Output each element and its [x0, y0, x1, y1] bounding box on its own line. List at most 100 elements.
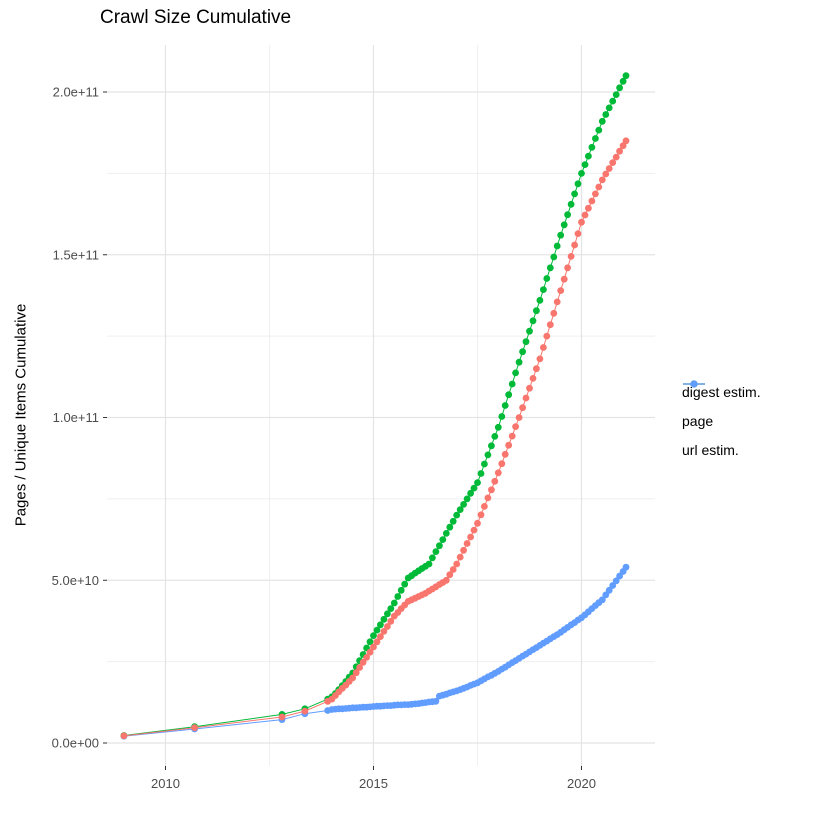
data-point [278, 713, 286, 721]
data-point [453, 511, 461, 519]
data-point [622, 563, 630, 571]
data-point [508, 432, 516, 440]
data-point [429, 554, 436, 562]
data-point [612, 153, 620, 161]
data-point [453, 560, 461, 568]
data-point [460, 501, 467, 508]
data-point [390, 599, 398, 607]
data-point [522, 338, 530, 346]
data-point [515, 414, 523, 421]
data-point [543, 275, 551, 282]
data-point [546, 321, 554, 329]
data-point [373, 626, 381, 634]
chart-title: Crawl Size Cumulative [100, 7, 292, 28]
data-point [474, 479, 481, 486]
data-point [387, 617, 395, 625]
data-point [557, 231, 565, 239]
data-point [356, 664, 363, 671]
y-tick-label: 5.0e+10 [52, 573, 99, 588]
legend: digest estim. page url estim. [682, 377, 761, 464]
data-point [470, 484, 478, 492]
data-point [467, 533, 474, 541]
legend-item-url: url estim. [682, 380, 761, 464]
data-point [550, 309, 558, 317]
series-url-estim- [120, 563, 630, 740]
data-point [602, 111, 610, 118]
data-point [366, 638, 374, 646]
data-point [425, 560, 433, 568]
data-point [598, 176, 606, 184]
data-point [432, 548, 440, 555]
data-series [120, 72, 630, 740]
data-point [508, 380, 516, 388]
data-point [588, 197, 596, 205]
y-tick-label: 1.0e+11 [53, 410, 99, 425]
data-point [352, 669, 360, 677]
data-point [377, 633, 384, 640]
data-point [602, 170, 610, 178]
data-point [474, 519, 481, 527]
data-point [401, 580, 409, 588]
data-point [439, 536, 447, 543]
data-point [301, 707, 309, 715]
data-point [598, 117, 606, 125]
data-point [622, 137, 630, 145]
data-point [481, 460, 488, 468]
data-point [581, 161, 589, 169]
data-point [380, 615, 388, 623]
data-point [120, 732, 128, 740]
data-point [571, 190, 578, 198]
data-point [536, 355, 544, 363]
data-point [609, 97, 617, 105]
data-point [585, 152, 592, 160]
data-point [484, 494, 492, 502]
data-point [484, 451, 492, 459]
data-point [387, 605, 395, 612]
data-point [366, 648, 374, 656]
data-point [505, 391, 513, 399]
data-point [598, 596, 606, 604]
data-point [578, 218, 585, 226]
data-point [373, 638, 381, 646]
data-point [519, 348, 526, 356]
data-point [491, 433, 499, 440]
data-point [605, 586, 613, 594]
data-point [470, 526, 478, 534]
data-point [442, 530, 450, 537]
legend-key-url-icon [683, 380, 705, 388]
data-point [616, 147, 623, 155]
data-point [595, 126, 603, 134]
x-tick-label: 2015 [359, 776, 388, 791]
data-point [546, 264, 554, 272]
y-tick-label: 0.0e+00 [52, 736, 99, 751]
y-tick-label: 2.0e+11 [53, 85, 99, 100]
data-point [557, 287, 565, 294]
data-point [436, 542, 443, 550]
data-point [432, 697, 440, 705]
data-point [560, 275, 568, 283]
data-point [456, 506, 464, 513]
data-point [540, 344, 547, 351]
data-point [595, 183, 603, 191]
data-point [529, 317, 537, 325]
data-point [526, 384, 533, 392]
data-point [612, 577, 620, 585]
data-point [585, 204, 592, 212]
data-point [529, 375, 537, 382]
data-point [463, 495, 471, 503]
data-point [605, 165, 613, 172]
data-point [592, 135, 599, 142]
data-point [622, 72, 630, 80]
data-point [512, 423, 519, 430]
data-point [588, 143, 596, 151]
axis-tick-marks [103, 91, 582, 770]
data-point [605, 104, 613, 112]
x-tick-label: 2010 [151, 776, 180, 791]
data-point [578, 170, 585, 177]
data-point [571, 241, 578, 249]
data-point [384, 610, 391, 618]
data-point [449, 517, 457, 525]
data-point [567, 253, 575, 260]
data-point [463, 540, 471, 547]
